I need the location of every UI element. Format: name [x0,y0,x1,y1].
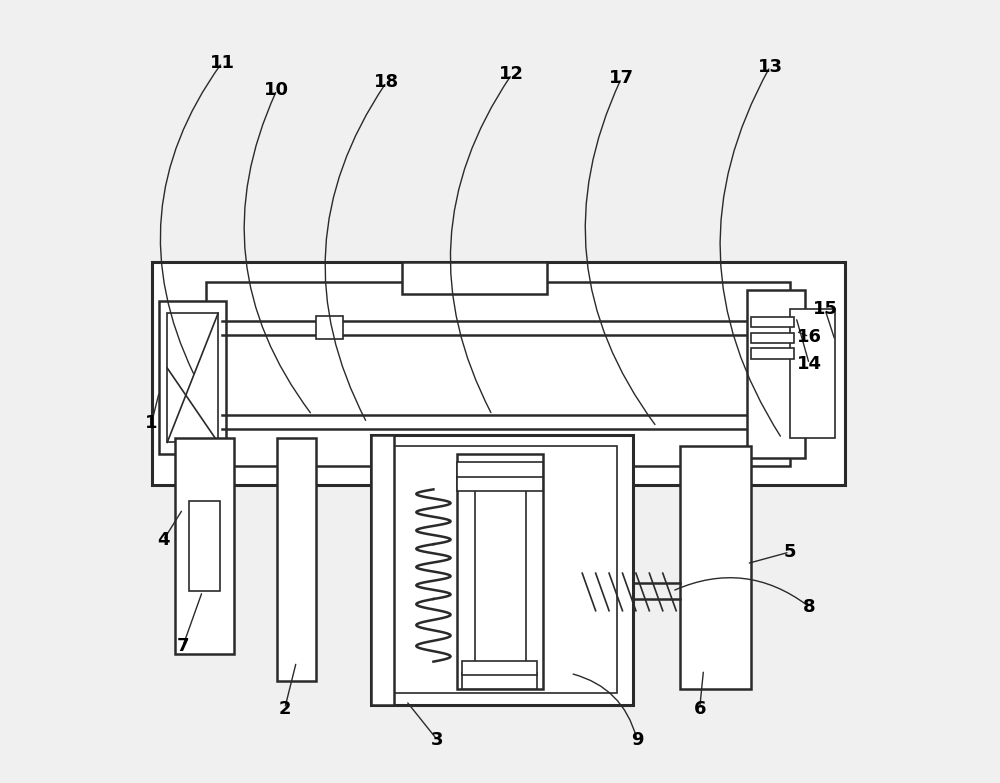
Bar [175,438,234,654]
Bar [790,309,835,438]
Text: 11: 11 [210,54,235,71]
Text: 4: 4 [157,532,170,549]
Bar [316,316,343,339]
Bar [277,438,316,681]
Bar [680,446,751,689]
Text: 15: 15 [812,301,837,318]
Text: 17: 17 [609,70,634,87]
Bar [402,262,547,294]
Text: 1: 1 [145,414,158,431]
Text: 5: 5 [783,543,796,561]
Bar [206,282,790,466]
Bar [751,317,794,327]
Bar [152,262,845,485]
Text: 3: 3 [431,731,444,749]
Bar [475,466,526,673]
Text: 10: 10 [264,81,289,99]
Bar [462,661,537,675]
Bar [386,446,617,693]
Text: 7: 7 [177,637,189,655]
Bar [462,673,537,689]
Bar [159,301,226,454]
Text: 12: 12 [499,66,524,83]
Bar [751,333,794,343]
Text: 13: 13 [758,58,783,75]
Bar [371,435,633,705]
Bar [371,435,394,705]
Text: 16: 16 [797,328,822,345]
Text: 6: 6 [693,700,706,717]
Text: 8: 8 [803,598,816,615]
Bar [457,454,543,689]
Text: 2: 2 [278,700,291,717]
Bar [457,477,543,491]
Bar [167,313,218,442]
Bar [747,290,805,458]
Bar [457,462,543,479]
Text: 18: 18 [374,74,399,91]
Text: 9: 9 [631,731,643,749]
Bar [189,501,220,591]
Bar [751,348,794,359]
Text: 14: 14 [797,355,822,373]
